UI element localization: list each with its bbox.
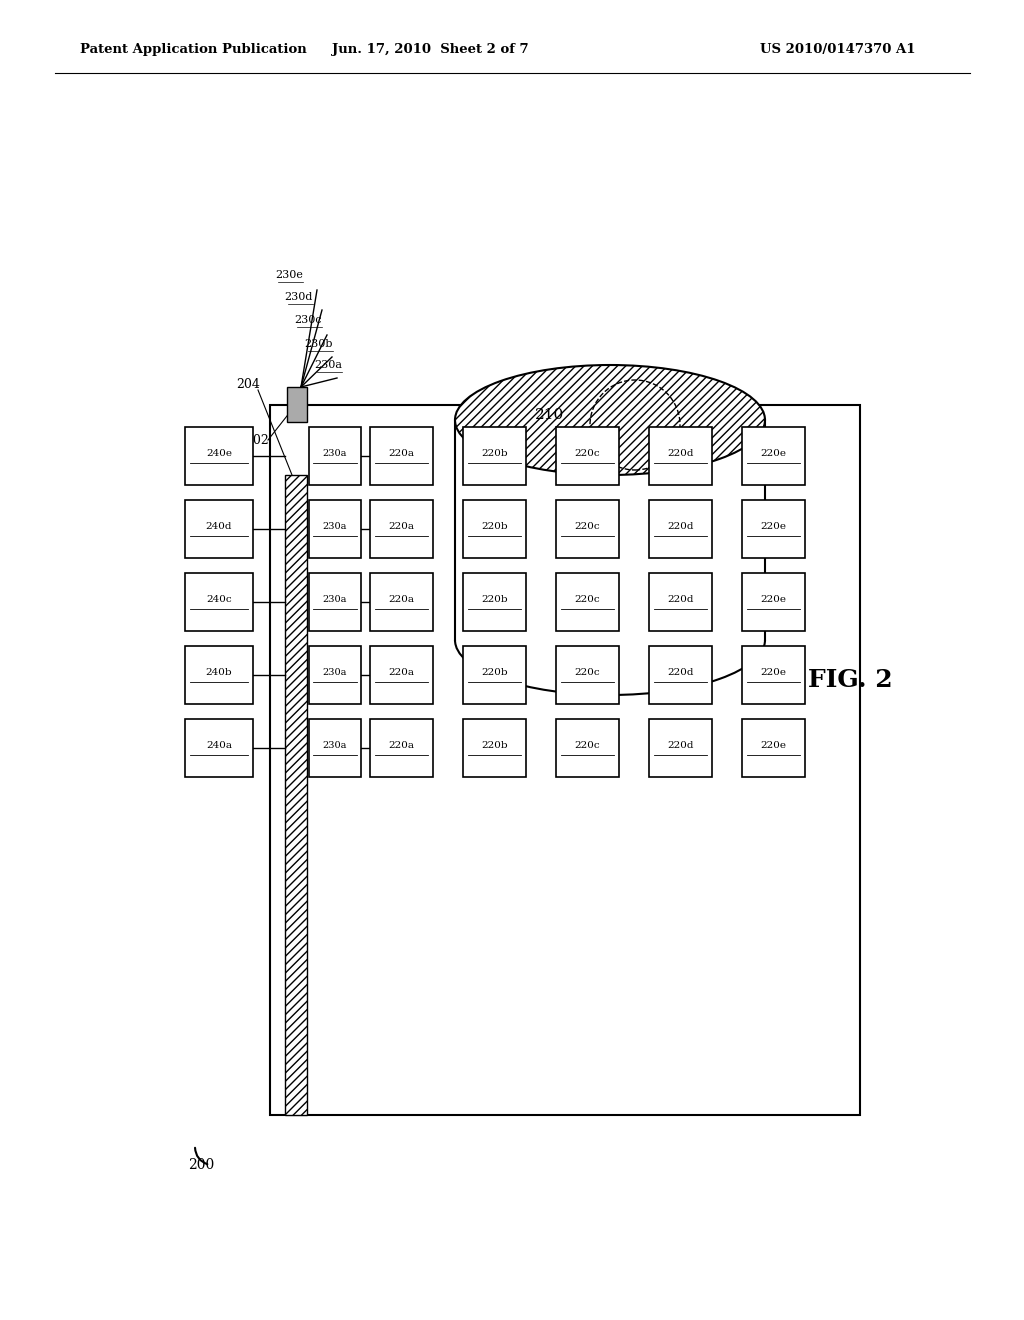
Text: 220d: 220d <box>668 449 693 458</box>
Bar <box>742 719 805 777</box>
Bar <box>649 719 712 777</box>
Text: 230a: 230a <box>323 449 347 458</box>
Bar <box>463 426 526 484</box>
Text: 220b: 220b <box>481 741 508 750</box>
Text: 230a: 230a <box>314 360 342 370</box>
Bar <box>285 475 307 1115</box>
Bar <box>185 573 253 631</box>
Bar <box>370 645 433 704</box>
Bar <box>742 573 805 631</box>
Text: 240e: 240e <box>206 449 232 458</box>
Text: 220d: 220d <box>668 594 693 603</box>
Text: 220c: 220c <box>574 741 600 750</box>
Bar <box>463 645 526 704</box>
Ellipse shape <box>455 366 765 475</box>
Text: 220b: 220b <box>481 594 508 603</box>
Bar <box>309 719 361 777</box>
Bar <box>370 573 433 631</box>
Bar <box>556 645 618 704</box>
Text: 220d: 220d <box>668 741 693 750</box>
Bar <box>649 645 712 704</box>
Text: 240b: 240b <box>206 668 232 677</box>
Text: 220e: 220e <box>761 668 786 677</box>
Bar <box>742 645 805 704</box>
Bar <box>309 426 361 484</box>
Bar <box>185 426 253 484</box>
Bar <box>309 645 361 704</box>
Bar <box>309 500 361 558</box>
Bar <box>185 500 253 558</box>
Bar <box>463 500 526 558</box>
Bar <box>309 573 361 631</box>
Bar <box>556 500 618 558</box>
Bar <box>556 719 618 777</box>
Text: 200: 200 <box>188 1158 214 1172</box>
Text: 240a: 240a <box>206 741 232 750</box>
Text: 220d: 220d <box>668 521 693 531</box>
Text: 220e: 220e <box>761 594 786 603</box>
Text: 220b: 220b <box>481 668 508 677</box>
Text: 204: 204 <box>237 379 260 392</box>
Bar <box>463 719 526 777</box>
Bar <box>742 426 805 484</box>
Text: 220d: 220d <box>668 668 693 677</box>
Text: 202: 202 <box>245 433 269 446</box>
Text: 220c: 220c <box>574 449 600 458</box>
Bar <box>185 719 253 777</box>
Text: 220a: 220a <box>388 449 415 458</box>
Bar <box>270 405 860 1115</box>
Text: 230a: 230a <box>323 521 347 531</box>
Text: FIG. 2: FIG. 2 <box>808 668 892 692</box>
Text: 220a: 220a <box>388 521 415 531</box>
Text: 240c: 240c <box>206 594 231 603</box>
Text: 220e: 220e <box>761 449 786 458</box>
Text: 230d: 230d <box>285 292 313 302</box>
Text: 220c: 220c <box>574 668 600 677</box>
Bar <box>556 573 618 631</box>
Text: 220c: 220c <box>574 594 600 603</box>
Bar <box>370 500 433 558</box>
Text: 220a: 220a <box>388 594 415 603</box>
Bar <box>185 645 253 704</box>
Text: Jun. 17, 2010  Sheet 2 of 7: Jun. 17, 2010 Sheet 2 of 7 <box>332 44 528 57</box>
Bar <box>463 573 526 631</box>
Text: 220e: 220e <box>761 521 786 531</box>
Text: 220b: 220b <box>481 521 508 531</box>
Bar <box>649 500 712 558</box>
Text: Patent Application Publication: Patent Application Publication <box>80 44 307 57</box>
Text: 220e: 220e <box>761 741 786 750</box>
Text: 220a: 220a <box>388 741 415 750</box>
Bar <box>370 719 433 777</box>
Text: 220b: 220b <box>481 449 508 458</box>
Text: 230a: 230a <box>323 741 347 750</box>
Text: 210: 210 <box>536 408 564 422</box>
Text: 230e: 230e <box>275 271 303 280</box>
Text: 230b: 230b <box>304 339 333 348</box>
Bar <box>742 500 805 558</box>
Text: 230c: 230c <box>294 315 322 325</box>
Text: 220a: 220a <box>388 668 415 677</box>
Text: US 2010/0147370 A1: US 2010/0147370 A1 <box>760 44 915 57</box>
Text: 240d: 240d <box>206 521 232 531</box>
Bar <box>649 426 712 484</box>
Bar <box>287 387 307 422</box>
Bar <box>649 573 712 631</box>
Bar <box>370 426 433 484</box>
Text: 220c: 220c <box>574 521 600 531</box>
Bar <box>556 426 618 484</box>
Text: 230a: 230a <box>323 594 347 603</box>
Text: 230a: 230a <box>323 668 347 677</box>
